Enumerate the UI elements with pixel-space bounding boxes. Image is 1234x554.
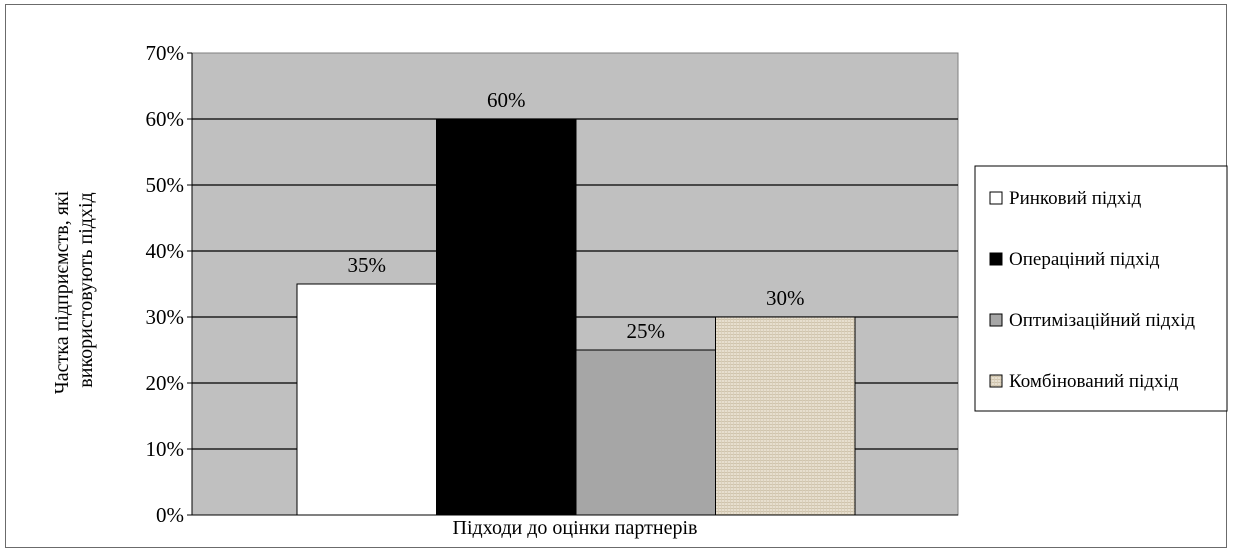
y-axis-title: Частка підприємств, які використовують п…: [51, 186, 97, 394]
data-labels: 35% 60% 25% 30%: [348, 88, 805, 343]
y-tick-label: 40%: [146, 239, 185, 263]
legend-label-3: Оптимізаційний підхід: [1009, 310, 1195, 331]
legend-label-1: Ринковий підхід: [1009, 188, 1142, 209]
legend-swatch-2: [989, 252, 1003, 266]
y-tick-label: 60%: [146, 107, 185, 131]
legend-box: [974, 165, 1228, 412]
legend-label-2: Операціний підхід: [1009, 249, 1160, 270]
y-tick-label: 50%: [146, 173, 185, 197]
legend-swatch-3: [989, 313, 1003, 327]
data-label-3: 25%: [627, 319, 666, 343]
bar-4: [715, 316, 856, 516]
data-label-4: 30%: [766, 286, 805, 310]
y-tick-label: 0%: [156, 503, 184, 527]
data-label-1: 35%: [348, 253, 387, 277]
legend-label-4: Комбінований підхід: [1009, 371, 1179, 392]
legend: Ринковий підхід Операціний підхід Оптиміза…: [974, 165, 1228, 412]
bar-3: [575, 349, 716, 516]
y-axis-title-line-1: Частка підприємств, які: [51, 190, 73, 394]
y-axis-title-line-2: використовують підхід: [75, 192, 97, 387]
x-axis-title: Підходи до оцінки партнерів: [453, 517, 698, 539]
y-tick-label: 70%: [146, 41, 185, 65]
bar-2: [436, 118, 577, 516]
bar-1: [296, 283, 437, 516]
bars: [296, 118, 856, 516]
y-tick-label: 20%: [146, 371, 185, 395]
legend-swatch-4: [989, 374, 1003, 388]
y-axis-ticks: 0% 10% 20% 30% 40% 50% 60% 70%: [146, 41, 192, 527]
y-tick-label: 30%: [146, 305, 185, 329]
data-label-2: 60%: [487, 88, 526, 112]
y-tick-label: 10%: [146, 437, 185, 461]
legend-swatch-1: [989, 191, 1003, 205]
